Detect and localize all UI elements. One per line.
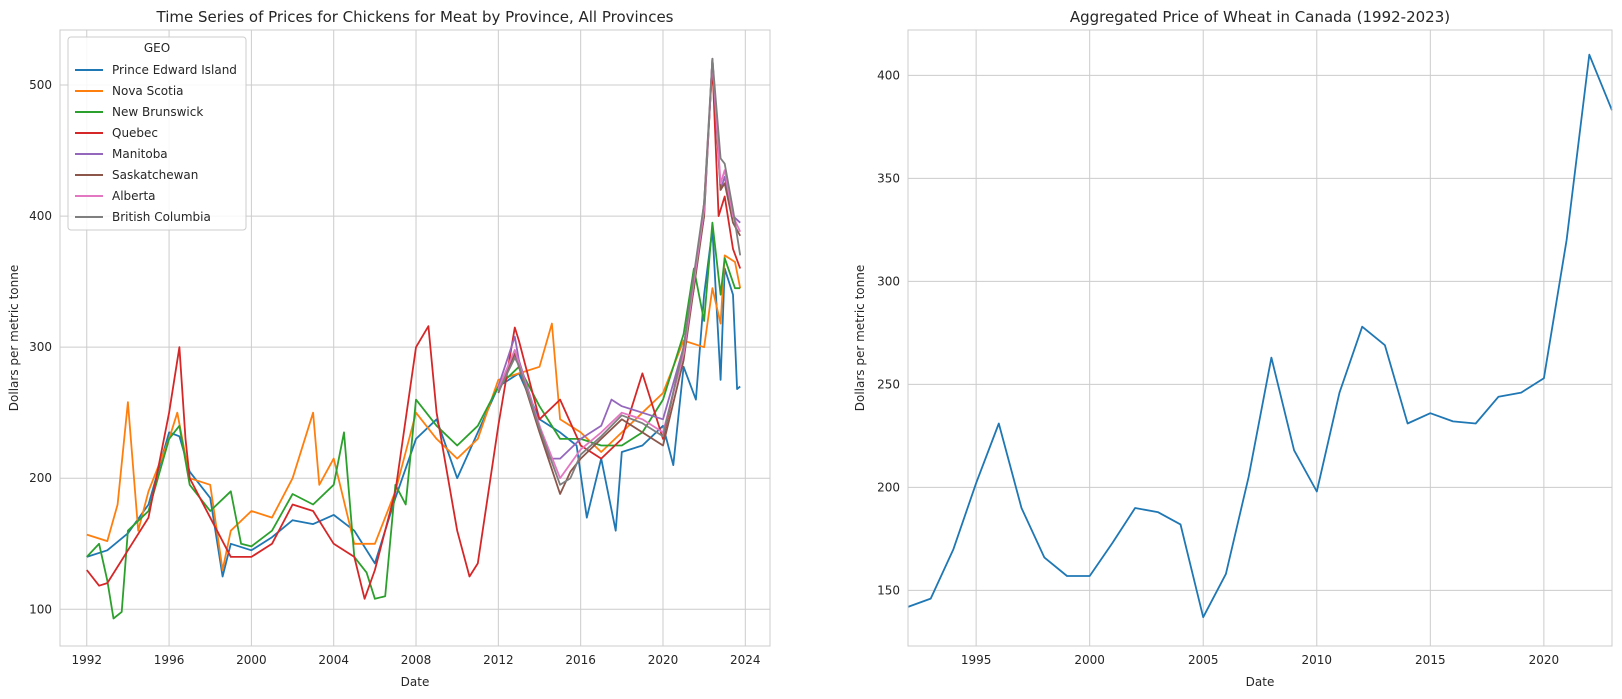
x-tick-label: 2005 bbox=[1188, 653, 1219, 667]
series-line bbox=[907, 53, 1613, 619]
legend-label: Quebec bbox=[112, 126, 158, 140]
legend-label: Nova Scotia bbox=[112, 84, 184, 98]
y-tick-label: 150 bbox=[877, 583, 900, 597]
series-lines bbox=[86, 57, 742, 620]
y-tick-label: 400 bbox=[877, 68, 900, 82]
x-tick-labels: 1992 1996 2000 2004 2008 2012 2016 2020 2024 bbox=[71, 653, 760, 667]
plot-frame bbox=[907, 29, 1613, 647]
y-axis-label: Dollars per metric tonne bbox=[7, 265, 21, 411]
y-axis-label: Dollars per metric tonne bbox=[853, 265, 867, 411]
x-tick-label: 1995 bbox=[961, 653, 992, 667]
grid bbox=[60, 30, 770, 646]
x-tick-label: 2024 bbox=[730, 653, 761, 667]
series-line-new-brunswick bbox=[86, 221, 741, 620]
x-tick-label: 2008 bbox=[401, 653, 432, 667]
y-tick-label: 250 bbox=[877, 377, 900, 391]
legend-label: Manitoba bbox=[112, 147, 168, 161]
series-line-saskatchewan bbox=[497, 57, 741, 495]
x-tick-label: 2016 bbox=[565, 653, 596, 667]
chart-title: Time Series of Prices for Chickens for M… bbox=[156, 8, 674, 26]
x-tick-label: 2010 bbox=[1302, 653, 1333, 667]
legend-label: Prince Edward Island bbox=[112, 63, 237, 77]
chicken-prices-chart: Time Series of Prices for Chickens for M… bbox=[7, 8, 771, 689]
legend-item: Nova Scotia bbox=[75, 84, 184, 98]
legend-item: Alberta bbox=[75, 189, 156, 203]
series-line-prince-edward-island bbox=[86, 228, 741, 578]
plot-frame bbox=[59, 29, 771, 647]
y-tick-label: 300 bbox=[877, 274, 900, 288]
x-tick-label: 2000 bbox=[236, 653, 267, 667]
x-axis-label: Date bbox=[1246, 675, 1275, 689]
y-tick-label: 100 bbox=[29, 602, 52, 616]
series-line-british-columbia bbox=[497, 57, 742, 486]
legend-items: Prince Edward Island Nova Scotia New Bruns… bbox=[75, 63, 237, 224]
y-tick-labels: 100 200 300 400 500 bbox=[29, 78, 52, 616]
x-tick-label: 2020 bbox=[648, 653, 679, 667]
x-tick-label: 2020 bbox=[1529, 653, 1560, 667]
legend-item: Quebec bbox=[75, 126, 158, 140]
legend-label: Alberta bbox=[112, 189, 156, 203]
series-lines bbox=[907, 53, 1613, 619]
x-axis-label: Date bbox=[401, 675, 430, 689]
y-tick-label: 300 bbox=[29, 340, 52, 354]
y-tick-label: 350 bbox=[877, 171, 900, 185]
legend-label: British Columbia bbox=[112, 210, 211, 224]
x-tick-label: 2012 bbox=[483, 653, 514, 667]
y-tick-label: 200 bbox=[29, 471, 52, 485]
legend-title: GEO bbox=[144, 41, 170, 55]
x-tick-label: 2004 bbox=[318, 653, 349, 667]
legend: GEO Prince Edward Island Nova Scotia New B… bbox=[67, 36, 247, 231]
y-tick-label: 400 bbox=[29, 209, 52, 223]
legend-item: Saskatchewan bbox=[75, 168, 198, 182]
x-tick-labels: 1995 2000 2005 2010 2015 2020 bbox=[961, 653, 1559, 667]
legend-label: New Brunswick bbox=[112, 105, 203, 119]
legend-item: New Brunswick bbox=[75, 105, 203, 119]
legend-box bbox=[67, 36, 247, 231]
chart-title: Aggregated Price of Wheat in Canada (199… bbox=[1070, 8, 1450, 26]
x-tick-label: 1996 bbox=[154, 653, 185, 667]
x-tick-label: 1992 bbox=[71, 653, 102, 667]
legend-item: British Columbia bbox=[75, 210, 211, 224]
grid bbox=[908, 30, 1612, 646]
series-line-nova-scotia bbox=[86, 254, 742, 571]
legend-item: Prince Edward Island bbox=[75, 63, 237, 77]
y-tick-label: 200 bbox=[877, 480, 900, 494]
y-tick-labels: 150 200 250 300 350 400 bbox=[877, 68, 900, 597]
x-tick-label: 2000 bbox=[1074, 653, 1105, 667]
x-tick-label: 2015 bbox=[1415, 653, 1446, 667]
legend-label: Saskatchewan bbox=[112, 168, 198, 182]
legend-item: Manitoba bbox=[75, 147, 168, 161]
y-tick-label: 500 bbox=[29, 78, 52, 92]
wheat-price-chart: Aggregated Price of Wheat in Canada (199… bbox=[853, 8, 1613, 689]
